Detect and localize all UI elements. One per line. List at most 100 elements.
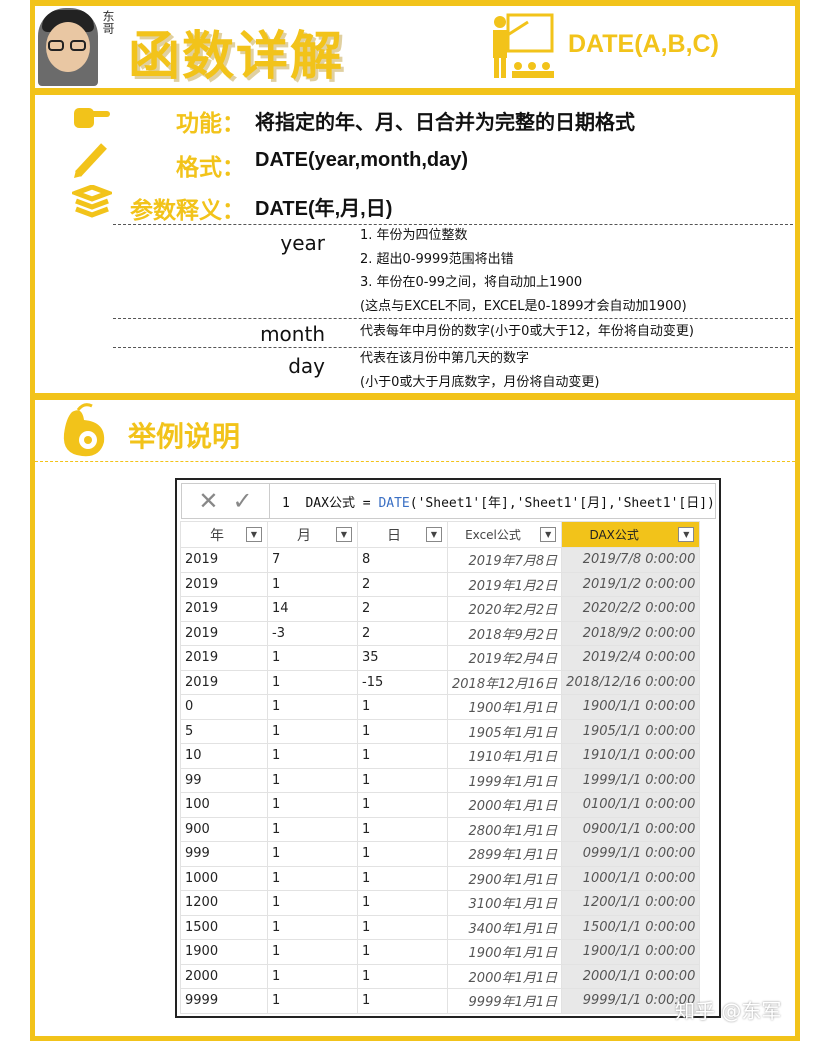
cell-year[interactable]: 10 [180, 743, 268, 769]
cell-excel[interactable]: 2000年1月1日 [446, 792, 563, 818]
cell-day[interactable]: 1 [357, 694, 448, 720]
cell-excel[interactable]: 2019年1月2日 [446, 571, 563, 597]
cell-day[interactable]: 2 [357, 620, 448, 646]
cell-excel[interactable]: 2900年1月1日 [446, 865, 563, 891]
cell-excel[interactable]: 3400年1月1日 [446, 914, 563, 940]
cell-excel[interactable]: 1999年1月1日 [446, 767, 563, 793]
cell-dax[interactable]: 2019/2/4 0:00:00 [561, 645, 701, 671]
formula-input[interactable]: 1 DAX公式 = DATE('Sheet1'[年],'Sheet1'[月],'… [282, 492, 715, 511]
cell-day[interactable]: -15 [357, 669, 448, 695]
cell-year[interactable]: 99 [180, 767, 268, 793]
cell-day[interactable]: 2 [357, 571, 448, 597]
cell-day[interactable]: 1 [357, 718, 448, 744]
cell-excel[interactable]: 9999年1月1日 [446, 988, 563, 1014]
cell-year[interactable]: 9999 [180, 988, 268, 1014]
cell-year[interactable]: 2019 [180, 571, 268, 597]
cell-excel[interactable]: 1910年1月1日 [446, 743, 563, 769]
column-header-excel[interactable]: Excel公式 ▼ [446, 521, 563, 548]
cell-year[interactable]: 2019 [180, 645, 268, 671]
cell-excel[interactable]: 3100年1月1日 [446, 890, 563, 916]
cell-year[interactable]: 1900 [180, 939, 268, 965]
cell-dax[interactable]: 1910/1/1 0:00:00 [561, 743, 701, 769]
cell-day[interactable]: 2 [357, 596, 448, 622]
cell-year[interactable]: 1000 [180, 865, 268, 891]
dropdown-icon[interactable]: ▼ [336, 527, 352, 542]
cell-day[interactable]: 1 [357, 865, 448, 891]
dropdown-icon[interactable]: ▼ [540, 527, 557, 542]
column-header-month[interactable]: 月 ▼ [267, 521, 358, 548]
cell-month[interactable]: -3 [267, 620, 358, 646]
column-header-year[interactable]: 年 ▼ [180, 521, 268, 548]
cell-year[interactable]: 2019 [180, 620, 268, 646]
cell-dax[interactable]: 2020/2/2 0:00:00 [561, 596, 701, 622]
cell-dax[interactable]: 2019/1/2 0:00:00 [561, 571, 701, 597]
cell-year[interactable]: 900 [180, 816, 268, 842]
cell-dax[interactable]: 9999/1/1 0:00:00 [561, 988, 701, 1014]
cell-dax[interactable]: 1200/1/1 0:00:00 [561, 890, 701, 916]
cell-month[interactable]: 1 [267, 841, 358, 867]
cell-year[interactable]: 2019 [180, 547, 268, 573]
confirm-icon[interactable]: ✓ [232, 487, 253, 515]
cell-day[interactable]: 1 [357, 890, 448, 916]
cell-dax[interactable]: 0900/1/1 0:00:00 [561, 816, 701, 842]
cell-year[interactable]: 100 [180, 792, 268, 818]
cell-excel[interactable]: 2019年2月4日 [446, 645, 563, 671]
column-header-dax[interactable]: DAX公式 ▼ [561, 521, 701, 548]
cell-day[interactable]: 1 [357, 939, 448, 965]
cell-dax[interactable]: 1500/1/1 0:00:00 [561, 914, 701, 940]
cell-year[interactable]: 1200 [180, 890, 268, 916]
cell-year[interactable]: 5 [180, 718, 268, 744]
cell-day[interactable]: 1 [357, 816, 448, 842]
filter-icon[interactable]: ▼ [246, 527, 262, 542]
cell-day[interactable]: 1 [357, 914, 448, 940]
cell-dax[interactable]: 1905/1/1 0:00:00 [561, 718, 701, 744]
cell-excel[interactable]: 2020年2月2日 [446, 596, 563, 622]
cell-month[interactable]: 1 [267, 792, 358, 818]
cell-month[interactable]: 1 [267, 571, 358, 597]
cell-month[interactable]: 1 [267, 816, 358, 842]
cell-dax[interactable]: 2000/1/1 0:00:00 [561, 963, 701, 989]
cell-month[interactable]: 1 [267, 767, 358, 793]
cell-excel[interactable]: 2019年7月8日 [446, 547, 563, 573]
cell-month[interactable]: 1 [267, 743, 358, 769]
cell-day[interactable]: 1 [357, 988, 448, 1014]
cell-dax[interactable]: 2018/9/2 0:00:00 [561, 620, 701, 646]
cell-year[interactable]: 999 [180, 841, 268, 867]
cell-dax[interactable]: 2018/12/16 0:00:00 [561, 669, 701, 695]
cell-month[interactable]: 1 [267, 939, 358, 965]
cell-excel[interactable]: 1900年1月1日 [446, 939, 563, 965]
cell-day[interactable]: 1 [357, 963, 448, 989]
cell-dax[interactable]: 1900/1/1 0:00:00 [561, 939, 701, 965]
cell-month[interactable]: 1 [267, 669, 358, 695]
dropdown-icon[interactable]: ▼ [426, 527, 442, 542]
cell-day[interactable]: 1 [357, 792, 448, 818]
cell-year[interactable]: 2019 [180, 669, 268, 695]
cell-month[interactable]: 1 [267, 963, 358, 989]
cell-month[interactable]: 1 [267, 890, 358, 916]
cell-year[interactable]: 2019 [180, 596, 268, 622]
cell-year[interactable]: 1500 [180, 914, 268, 940]
cell-excel[interactable]: 2899年1月1日 [446, 841, 563, 867]
cell-day[interactable]: 1 [357, 743, 448, 769]
cell-dax[interactable]: 2019/7/8 0:00:00 [561, 547, 701, 573]
cell-day[interactable]: 35 [357, 645, 448, 671]
cell-day[interactable]: 8 [357, 547, 448, 573]
cell-dax[interactable]: 1000/1/1 0:00:00 [561, 865, 701, 891]
cancel-icon[interactable]: ✕ [198, 487, 219, 515]
column-header-day[interactable]: 日 ▼ [357, 521, 448, 548]
cell-excel[interactable]: 2018年9月2日 [446, 620, 563, 646]
cell-year[interactable]: 0 [180, 694, 268, 720]
cell-day[interactable]: 1 [357, 767, 448, 793]
cell-dax[interactable]: 0999/1/1 0:00:00 [561, 841, 701, 867]
cell-excel[interactable]: 1900年1月1日 [446, 694, 563, 720]
cell-month[interactable]: 14 [267, 596, 358, 622]
cell-month[interactable]: 1 [267, 694, 358, 720]
cell-excel[interactable]: 2000年1月1日 [446, 963, 563, 989]
cell-month[interactable]: 7 [267, 547, 358, 573]
dropdown-icon[interactable]: ▼ [678, 527, 695, 542]
cell-month[interactable]: 1 [267, 914, 358, 940]
cell-dax[interactable]: 1999/1/1 0:00:00 [561, 767, 701, 793]
cell-month[interactable]: 1 [267, 865, 358, 891]
cell-excel[interactable]: 2800年1月1日 [446, 816, 563, 842]
cell-month[interactable]: 1 [267, 718, 358, 744]
